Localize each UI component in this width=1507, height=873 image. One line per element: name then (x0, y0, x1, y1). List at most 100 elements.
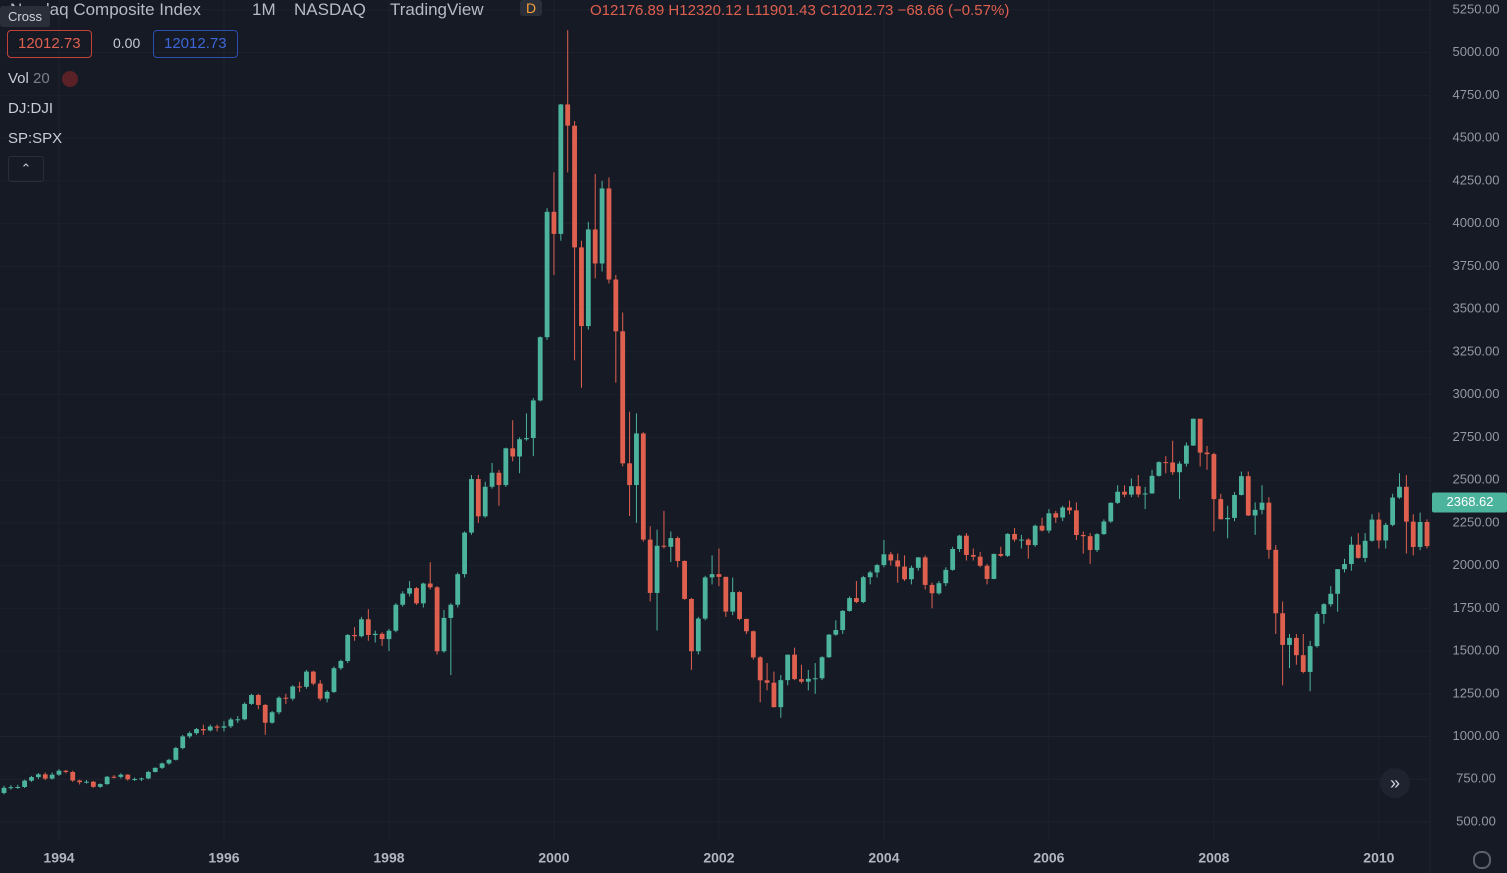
candle-body (702, 577, 708, 619)
candle-body (524, 438, 529, 440)
candle-body (194, 729, 199, 734)
candle-body (874, 565, 880, 573)
candle-body (249, 695, 254, 704)
interval[interactable]: 1M (252, 0, 276, 19)
candle-body (352, 635, 357, 637)
indicator[interactable]: DJ:DJI (8, 100, 53, 117)
candle-body (1183, 445, 1189, 464)
candle-body (654, 545, 660, 593)
candle-body (1362, 540, 1368, 558)
candle-body (8, 787, 14, 789)
candle-body (1232, 494, 1237, 518)
indicator-name: Vol (8, 70, 29, 87)
exchange[interactable]: NASDAQ (294, 0, 366, 19)
candle-body (757, 657, 763, 681)
candle-body (345, 635, 351, 661)
candle-body (1177, 463, 1182, 473)
candle-body (943, 569, 949, 584)
candle-body (1245, 476, 1251, 516)
candle-body (1156, 462, 1162, 476)
candle-body (799, 679, 804, 682)
candle-body (462, 532, 467, 575)
indicator-param: 20 (33, 70, 50, 87)
source[interactable]: TradingView (390, 0, 484, 19)
candle-body (1410, 521, 1416, 547)
candle-body (606, 188, 612, 280)
market-status-badge[interactable]: D (520, 0, 543, 16)
candle-body (1129, 486, 1134, 495)
candle-body (269, 712, 275, 723)
candle-body (482, 486, 488, 517)
ohlc-value: 11901.43 (754, 2, 816, 19)
candle-body (310, 671, 316, 684)
candle-body (1005, 533, 1011, 556)
candle-body (744, 618, 749, 632)
candle-body (750, 631, 756, 658)
candle-body (1039, 525, 1045, 531)
candle-body (489, 472, 495, 487)
candle-body (159, 763, 165, 768)
candle-body (414, 588, 419, 604)
candle-body (139, 778, 144, 780)
candle-body (661, 545, 667, 547)
candle-body (537, 337, 543, 401)
candle-body (29, 777, 34, 781)
x-tick-label: 1996 (208, 850, 239, 866)
candle-body (1335, 569, 1341, 594)
candle-body (1348, 544, 1354, 565)
candle-body (297, 686, 302, 688)
candle-body (214, 726, 220, 728)
candle-body (1135, 486, 1141, 495)
ohlc-key: H (668, 2, 680, 19)
ohlc-key: L (746, 2, 755, 19)
candle-body (173, 748, 179, 760)
candle-body (1080, 534, 1086, 537)
scroll-to-latest-button[interactable]: » (1380, 768, 1410, 798)
candle-body (1383, 524, 1389, 541)
candle-body (283, 697, 289, 699)
candle-body (833, 630, 839, 635)
candle-body (634, 433, 639, 486)
candle-body (145, 771, 151, 779)
candle-body (1060, 507, 1066, 518)
candle-body (922, 557, 928, 585)
y-tick-label: 1750.00 (1453, 600, 1500, 615)
indicator[interactable]: SP:SPX (8, 130, 63, 147)
candle-body (991, 553, 997, 579)
candle-body (1252, 509, 1258, 516)
candle-body (881, 554, 887, 566)
candle-body (496, 472, 502, 486)
candle-body (1328, 593, 1334, 605)
candle-body (592, 229, 598, 264)
candle-body (469, 479, 474, 533)
last-price-label: 2368.62 (1447, 494, 1494, 509)
candle-body (420, 583, 426, 604)
candle-body (42, 774, 48, 779)
candle-body (118, 774, 124, 777)
candle-body (1342, 564, 1347, 570)
settings-button[interactable] (1473, 851, 1491, 869)
candle-body (70, 771, 76, 781)
candle-body (1087, 536, 1093, 551)
candle-body (819, 657, 825, 679)
candle-body (585, 229, 591, 327)
candle-body (221, 726, 227, 728)
candle-body (262, 704, 268, 723)
collapse-button[interactable]: ⌃ (8, 156, 44, 182)
sell-price[interactable]: 12012.73 (7, 30, 92, 58)
buy-price[interactable]: 12012.73 (153, 30, 238, 58)
candle-body (441, 617, 447, 652)
candle-body (1074, 510, 1079, 535)
candle-body (386, 630, 392, 640)
indicator[interactable]: Vol 20 (8, 70, 78, 88)
candle-body (895, 560, 901, 567)
warning-icon[interactable] (61, 71, 78, 88)
candle-body (338, 660, 344, 669)
candle-body (317, 683, 323, 699)
candle-body (888, 554, 894, 561)
candle-body (640, 433, 646, 540)
candle-body (49, 774, 55, 779)
candle-body (400, 593, 406, 605)
symbol-title[interactable]: Nasdaq Composite Index (10, 0, 201, 19)
